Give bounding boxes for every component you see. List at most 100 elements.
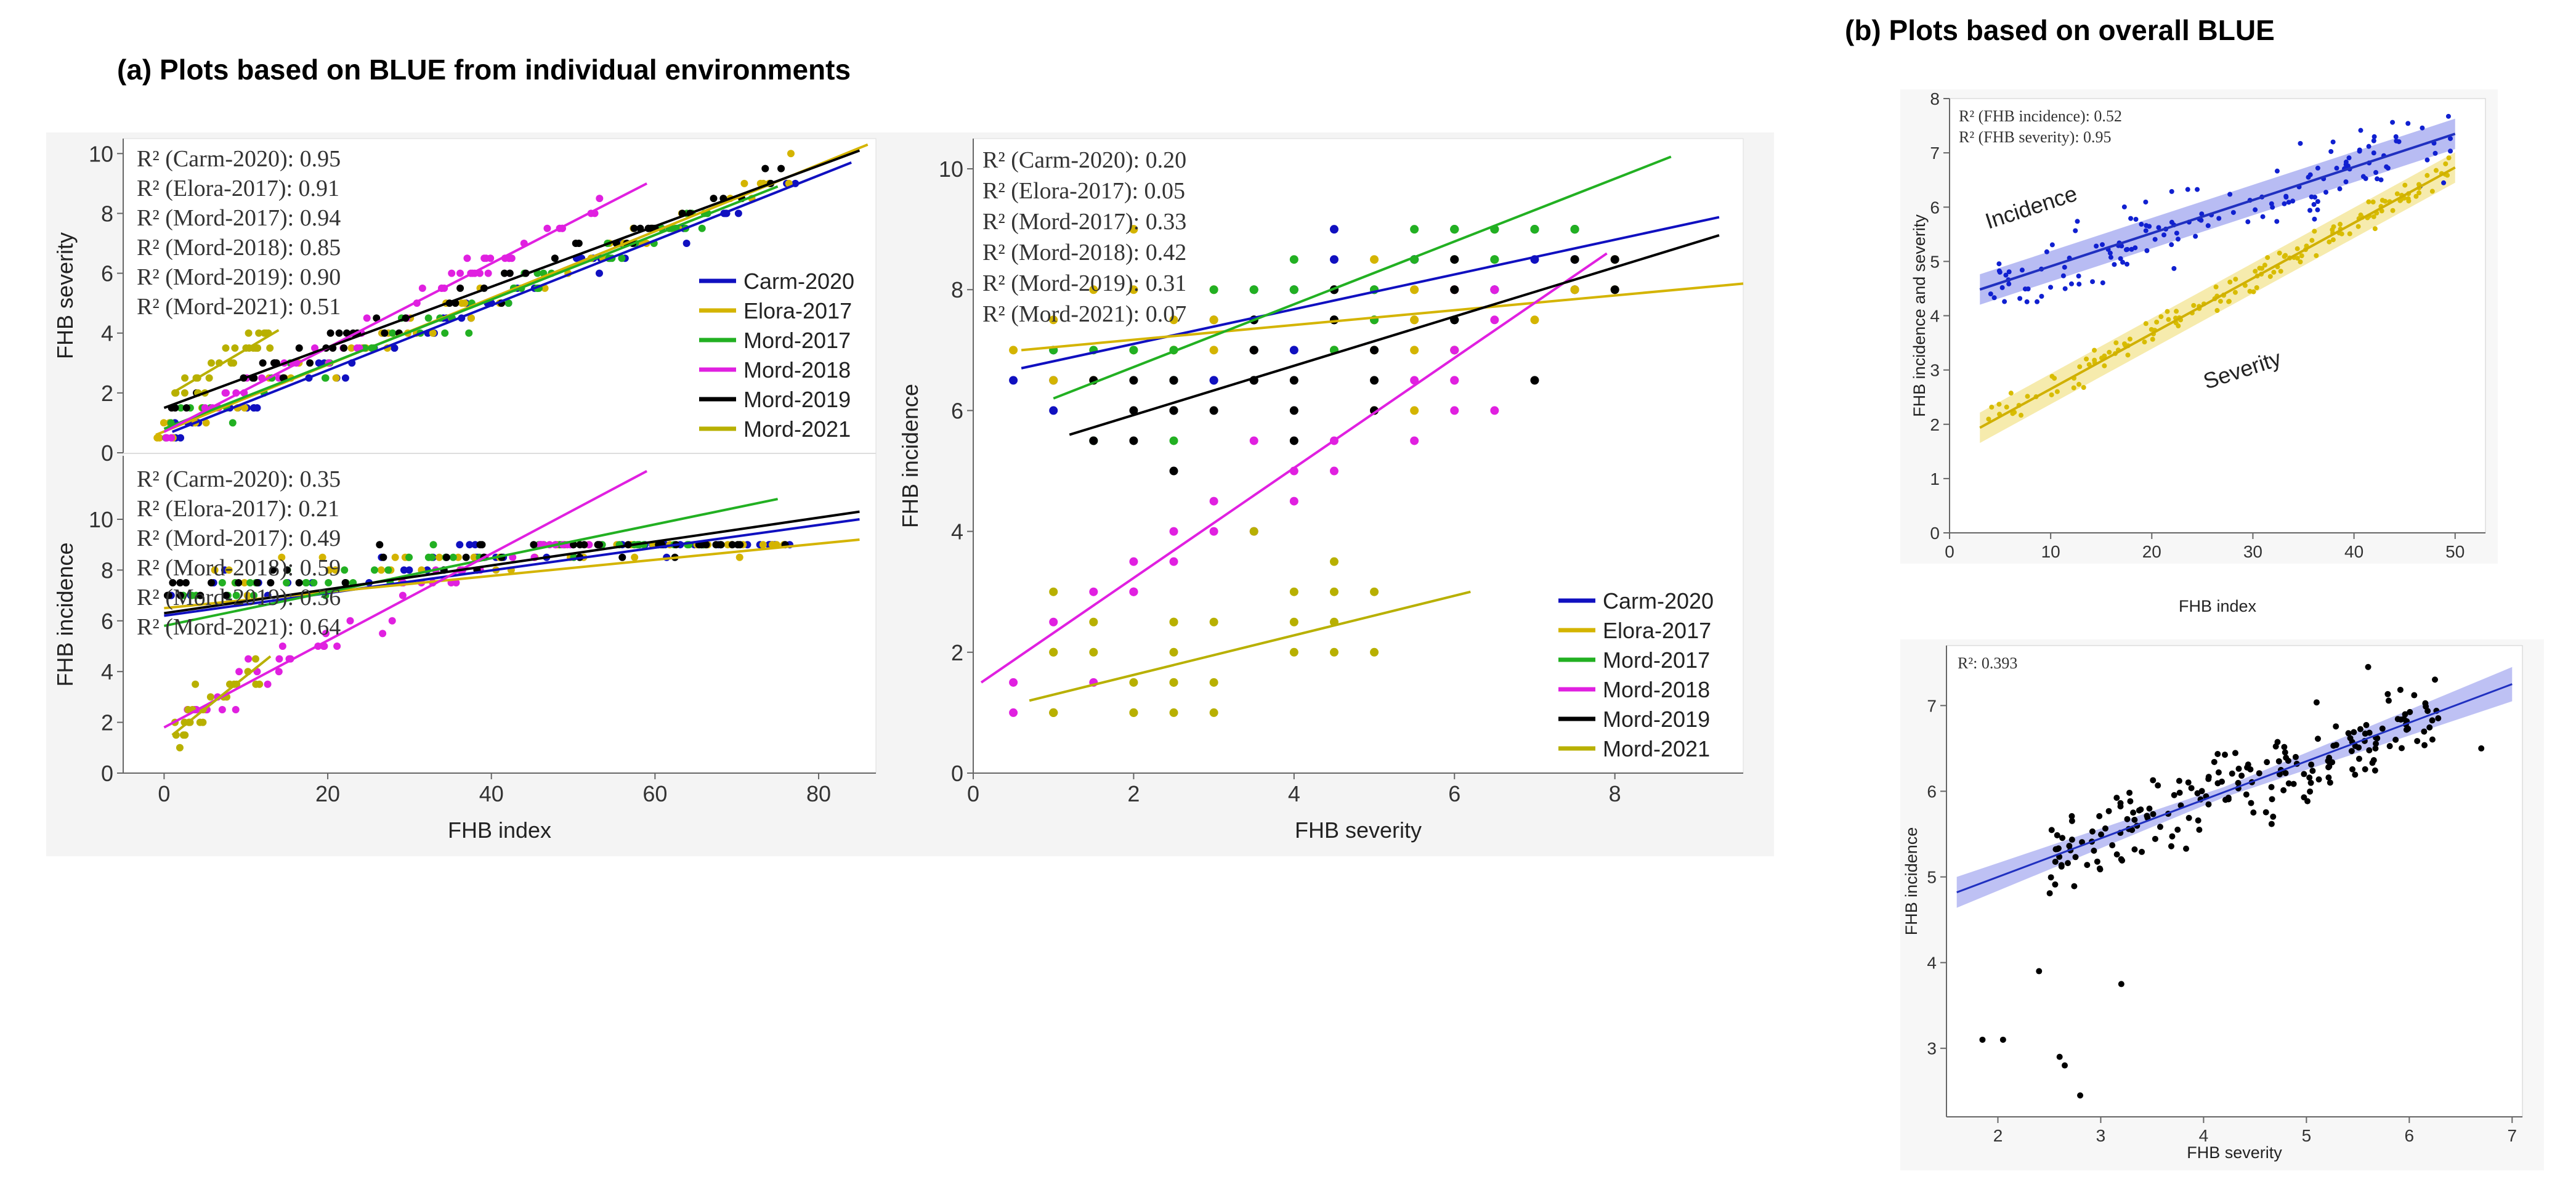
data-point	[1410, 406, 1419, 415]
data-point	[2328, 148, 2334, 154]
data-point	[259, 359, 267, 367]
data-point	[163, 434, 171, 442]
data-point	[2306, 774, 2313, 781]
data-point	[1450, 406, 1459, 415]
data-point	[2139, 222, 2144, 227]
legend-item: Elora-2017	[1603, 618, 1711, 643]
data-point	[2049, 392, 2054, 397]
y-tick-label: 8	[101, 557, 113, 583]
data-point	[2251, 289, 2256, 294]
data-point	[202, 419, 210, 427]
data-point	[2174, 309, 2179, 314]
data-point	[1129, 587, 1138, 596]
data-point	[2227, 192, 2233, 197]
data-point	[2150, 811, 2157, 817]
y-tick-label: 4	[101, 659, 113, 684]
data-point	[264, 680, 272, 688]
data-point	[2049, 242, 2055, 248]
data-point	[2267, 274, 2273, 279]
data-point	[2283, 754, 2290, 761]
data-point	[184, 706, 192, 713]
data-point	[1490, 255, 1499, 264]
data-point	[2225, 796, 2232, 803]
fit-line-carm-2020	[164, 518, 860, 617]
data-point	[2185, 814, 2192, 821]
data-point	[235, 668, 243, 676]
data-point	[2278, 269, 2283, 274]
data-point	[2378, 177, 2384, 182]
y-tick-label: 2	[101, 381, 113, 406]
data-point	[1049, 708, 1058, 717]
data-point	[2062, 286, 2068, 291]
data-point	[2311, 201, 2317, 207]
data-point	[1999, 1036, 2006, 1043]
data-point	[2371, 214, 2376, 219]
data-point	[370, 566, 378, 574]
y-tick-label: 2	[1930, 415, 1940, 434]
data-point	[2384, 691, 2391, 697]
data-point	[2199, 211, 2205, 217]
data-point	[2185, 187, 2190, 192]
data-point	[2334, 166, 2339, 171]
data-point	[631, 553, 639, 561]
data-point	[2062, 264, 2067, 270]
data-point	[2097, 866, 2104, 873]
data-point	[353, 344, 361, 352]
data-point	[2066, 843, 2073, 849]
x-tick-label: 60	[642, 781, 667, 806]
data-point	[1129, 285, 1138, 294]
r2-label: R² (Mord-2018): 0.59	[137, 555, 341, 581]
data-point	[2097, 831, 2104, 838]
data-point	[2346, 155, 2352, 161]
fit-line-mord-2021	[1029, 590, 1471, 702]
data-point	[275, 668, 283, 676]
data-point	[2131, 846, 2138, 853]
data-point	[2366, 199, 2371, 205]
data-point	[2330, 237, 2336, 243]
data-point	[2355, 224, 2361, 229]
data-point	[1570, 285, 1579, 294]
data-point	[2169, 833, 2176, 840]
fit-line-mord-2019	[164, 510, 860, 615]
data-point	[2250, 809, 2257, 816]
data-point	[2136, 807, 2142, 814]
data-point	[2352, 771, 2359, 778]
data-point	[2108, 254, 2113, 260]
data-point	[2152, 237, 2158, 242]
data-point	[2357, 147, 2362, 153]
data-point	[181, 374, 189, 382]
data-point	[768, 541, 776, 549]
data-point	[2238, 772, 2245, 779]
data-point	[2429, 189, 2435, 194]
data-point	[196, 591, 205, 599]
y-tick-label: 6	[101, 609, 113, 634]
data-point	[2124, 816, 2131, 822]
data-point	[2370, 757, 2377, 764]
data-point	[575, 240, 583, 247]
fit-line-incidence	[1979, 132, 2456, 291]
data-point	[2333, 723, 2339, 730]
data-point	[1989, 404, 1995, 410]
data-point	[2086, 362, 2092, 367]
data-point	[381, 329, 389, 337]
data-point	[2211, 758, 2218, 765]
data-point	[2314, 253, 2319, 258]
data-point	[2068, 281, 2074, 286]
data-point	[2142, 339, 2147, 345]
data-point	[2146, 805, 2153, 812]
data-point	[341, 566, 349, 574]
data-point	[2071, 385, 2076, 391]
data-point	[2052, 881, 2059, 888]
data-point	[199, 718, 207, 726]
data-point	[208, 359, 216, 367]
data-point	[2308, 761, 2315, 768]
data-point	[218, 579, 226, 586]
data-point	[2216, 216, 2222, 221]
data-point	[541, 284, 549, 292]
y-axis-label: FHB severity	[52, 232, 78, 359]
data-point	[717, 541, 725, 549]
data-point	[2312, 229, 2317, 234]
r2-label: R² (Mord-2017): 0.33	[982, 209, 1186, 235]
data-point	[1410, 225, 1419, 234]
x-tick-label: 50	[2445, 542, 2465, 561]
